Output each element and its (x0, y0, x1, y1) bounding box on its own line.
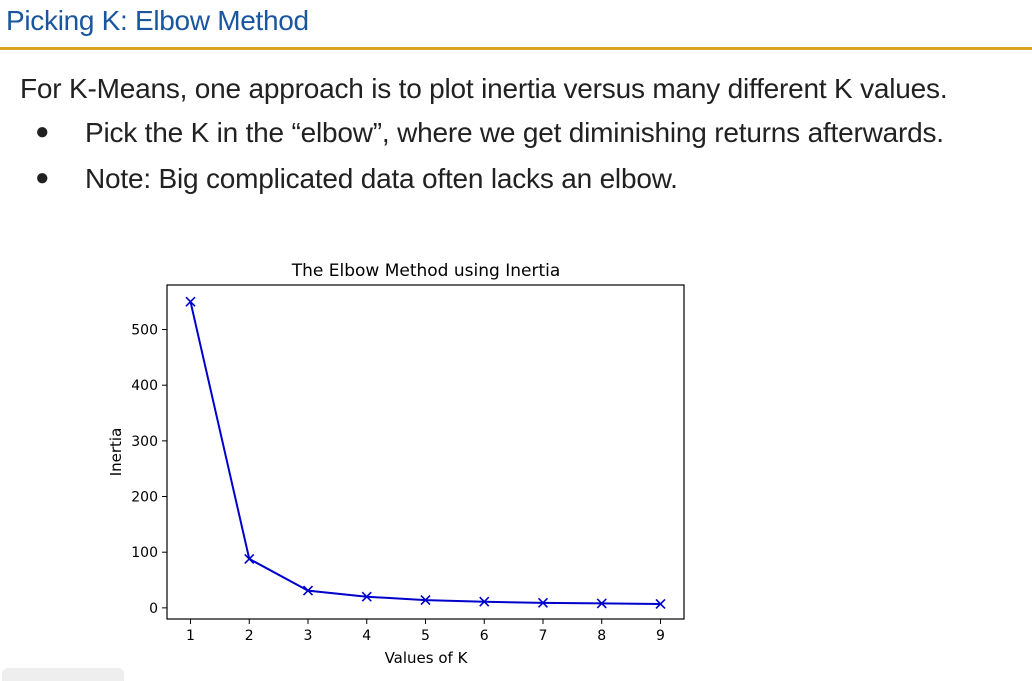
bullet-text: Note: Big complicated data often lacks a… (85, 163, 678, 194)
marker-stroke (479, 596, 490, 607)
y-axis-label: Inertia (107, 428, 125, 477)
marker-stroke (596, 598, 607, 609)
data-point-marker (420, 595, 431, 606)
y-axis: 0 100 200 300 400 500 (131, 323, 167, 617)
data-point-marker (185, 296, 196, 307)
title-underline (0, 47, 1032, 50)
x-axis: 1 2 3 4 5 6 7 8 9 (186, 619, 665, 644)
data-point-marker (361, 591, 372, 602)
x-tick-label: 5 (421, 628, 430, 644)
data-point-marker (244, 553, 255, 564)
bullet-text: Pick the K in the “elbow”, where we get … (85, 117, 944, 148)
x-tick-label: 8 (597, 628, 606, 644)
marker-stroke (361, 591, 372, 602)
x-tick-label: 7 (539, 628, 548, 644)
x-tick-label: 1 (186, 628, 195, 644)
marker-stroke (420, 595, 431, 606)
x-axis-label: Values of K (385, 649, 469, 667)
data-point-marker (302, 585, 314, 596)
data-point-marker (479, 596, 490, 607)
x-tick-label: 6 (480, 628, 489, 644)
x-tick-label: 2 (245, 628, 254, 644)
y-tick-label: 100 (131, 545, 158, 561)
plot-area (166, 284, 685, 620)
data-series (185, 296, 666, 610)
bullet-dot-icon: ● (35, 118, 50, 145)
x-tick-label: 3 (304, 628, 313, 644)
data-point-marker (655, 598, 666, 610)
bullet-dot-icon: ● (35, 164, 50, 191)
marker-stroke (655, 598, 666, 610)
intro-text: For K-Means, one approach is to plot ine… (20, 73, 948, 104)
x-tick-label: 4 (362, 628, 371, 644)
data-point-marker (596, 598, 607, 609)
y-tick-label: 400 (131, 378, 158, 394)
data-point-marker (537, 597, 549, 608)
marker-stroke (302, 585, 314, 596)
slide-title: Picking K: Elbow Method (6, 5, 309, 36)
footer-fragment (2, 668, 124, 681)
y-tick-label: 0 (149, 601, 158, 617)
x-tick-label: 9 (656, 628, 665, 644)
marker-stroke (185, 296, 196, 307)
y-tick-label: 200 (131, 490, 158, 506)
marker-stroke (244, 553, 255, 564)
y-tick-label: 300 (131, 434, 158, 450)
marker-stroke (537, 597, 549, 608)
y-tick-label: 500 (131, 323, 158, 339)
chart-title: The Elbow Method using Inertia (291, 261, 561, 281)
